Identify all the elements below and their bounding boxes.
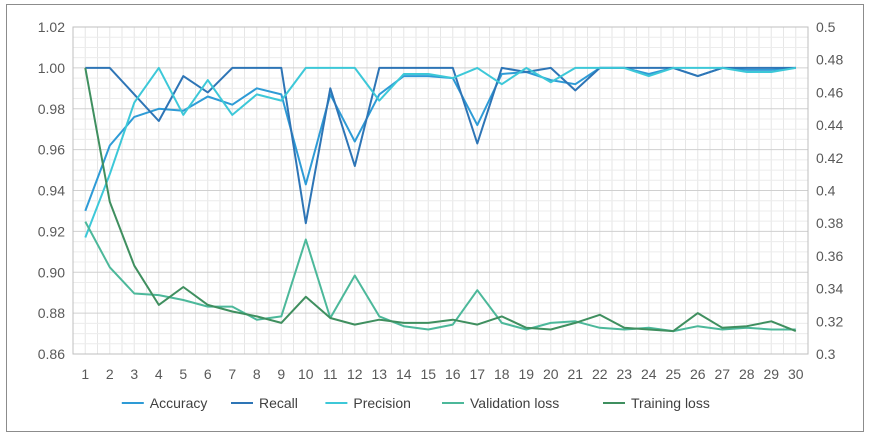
y-tick-label: 0.98	[38, 101, 65, 117]
x-tick-label: 27	[714, 366, 730, 382]
y-tick-label: 0.90	[38, 264, 65, 280]
x-tick-label: 26	[690, 366, 706, 382]
x-tick-label: 11	[323, 366, 338, 382]
x-tick-label: 3	[130, 366, 138, 382]
y2-tick-label: 0.46	[816, 84, 843, 100]
x-tick-label: 14	[396, 366, 412, 382]
y-tick-label: 0.86	[38, 346, 65, 362]
series-line-validation-loss	[84, 221, 796, 333]
y2-tick-label: 0.38	[816, 215, 843, 231]
x-tick-label: 19	[518, 366, 534, 382]
x-tick-label: 16	[445, 366, 461, 382]
x-tick-label: 5	[179, 366, 187, 382]
y2-tick-label: 0.42	[816, 150, 843, 166]
y2-tick-label: 0.36	[816, 248, 843, 264]
x-tick-label: 4	[155, 366, 163, 382]
y2-tick-label: 0.5	[816, 19, 836, 35]
series-line-training-loss	[84, 67, 797, 333]
x-tick-label: 20	[543, 366, 559, 382]
legend-label-precision: Precision	[353, 395, 411, 411]
y2-tick-label: 0.34	[816, 281, 843, 297]
y-tick-label: 1.02	[38, 19, 65, 35]
x-tick-label: 8	[253, 366, 261, 382]
plot-area	[72, 26, 809, 355]
y-tick-label: 0.94	[38, 183, 65, 199]
x-tick-label: 10	[298, 366, 314, 382]
x-tick-label: 21	[567, 366, 583, 382]
x-tick-label: 17	[469, 366, 485, 382]
y-tick-label: 0.96	[38, 142, 65, 158]
x-tick-label: 18	[494, 366, 510, 382]
y-tick-label: 0.88	[38, 305, 65, 321]
x-tick-label: 24	[641, 366, 657, 382]
series-line-precision	[84, 66, 796, 238]
x-tick-label: 28	[739, 366, 755, 382]
legend-label-recall: Recall	[259, 395, 298, 411]
y2-tick-label: 0.48	[816, 52, 843, 68]
x-tick-label: 22	[592, 366, 608, 382]
y2-tick-label: 0.3	[816, 346, 836, 362]
x-tick-label: 30	[788, 366, 804, 382]
y-tick-label: 0.92	[38, 223, 65, 239]
y2-tick-label: 0.32	[816, 313, 843, 329]
x-tick-label: 29	[763, 366, 779, 382]
x-tick-label: 23	[616, 366, 632, 382]
y-tick-label: 1.00	[38, 60, 65, 76]
x-tick-label: 2	[106, 366, 114, 382]
y2-tick-label: 0.44	[816, 117, 843, 133]
x-tick-label: 25	[665, 366, 681, 382]
legend-label-accuracy: Accuracy	[150, 395, 208, 411]
legend-label-validation-loss: Validation loss	[470, 395, 559, 411]
x-tick-label: 6	[204, 366, 212, 382]
series-line-recall	[85, 66, 796, 225]
x-tick-label: 15	[420, 366, 436, 382]
x-tick-label: 7	[228, 366, 236, 382]
x-tick-label: 9	[277, 366, 285, 382]
x-tick-label: 12	[347, 366, 363, 382]
legend-label-training-loss: Training loss	[631, 395, 710, 411]
x-tick-label: 13	[371, 366, 387, 382]
y2-tick-label: 0.4	[816, 183, 836, 199]
x-tick-label: 1	[81, 366, 89, 382]
